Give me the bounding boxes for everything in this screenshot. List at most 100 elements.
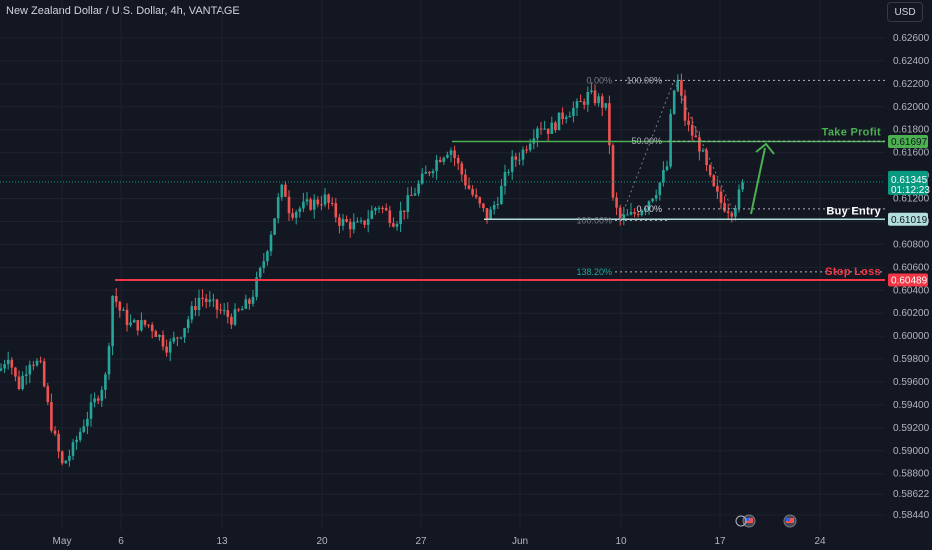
candle-body — [359, 220, 363, 222]
y-tick-label: 0.60400 — [893, 285, 930, 296]
candle-body — [708, 165, 712, 176]
candle-body — [86, 418, 89, 427]
candle-body — [57, 433, 60, 452]
candle-body — [100, 389, 104, 401]
candle-body — [467, 185, 471, 189]
candle-body — [287, 196, 291, 214]
candle-body — [636, 213, 640, 216]
candle-body — [374, 208, 377, 211]
candle-body — [698, 137, 701, 152]
currency-button[interactable]: USD — [887, 2, 923, 22]
candle-body — [658, 182, 662, 196]
candle-body — [604, 103, 608, 108]
candle-body — [75, 439, 78, 443]
candle-body — [111, 295, 114, 347]
x-tick-label: 17 — [714, 536, 726, 547]
candle-body — [510, 156, 514, 172]
candle-body — [694, 135, 698, 138]
candle-body — [683, 95, 687, 121]
current-price-tag: 0.61345 — [891, 175, 928, 186]
candle-body — [597, 96, 600, 104]
y-tick-label: 0.59600 — [893, 377, 930, 388]
candle-body — [590, 90, 593, 93]
candle-body — [233, 309, 237, 325]
candle-body — [586, 92, 590, 105]
candle-body — [262, 261, 266, 268]
candle-body — [320, 204, 323, 206]
candle-body — [485, 208, 489, 220]
candle-body — [672, 90, 676, 114]
candle-body — [564, 117, 568, 120]
candle-body — [334, 203, 338, 218]
candle-body — [406, 195, 410, 212]
candle-body — [212, 299, 215, 301]
candle-body — [626, 214, 629, 216]
candle-body — [194, 306, 197, 311]
candle-body — [129, 322, 132, 326]
candle-body — [71, 442, 75, 456]
candle-body — [341, 218, 345, 226]
x-tick-label: Jun — [512, 536, 528, 547]
candle-body — [482, 203, 485, 209]
candle-body — [266, 251, 269, 262]
x-tick-label: 6 — [118, 536, 124, 547]
candle-body — [446, 154, 449, 158]
fib-level-label: 0.00% — [586, 75, 612, 85]
candle-body — [104, 374, 107, 390]
candle-body — [183, 328, 186, 338]
candle-body — [719, 191, 723, 203]
candle-body — [413, 193, 417, 196]
candle-body — [327, 194, 330, 203]
candle-body — [14, 367, 17, 377]
candles-group — [0, 73, 744, 467]
candle-body — [201, 297, 204, 299]
candle-body — [464, 174, 467, 186]
projection-arrow — [750, 147, 766, 215]
candle-body — [179, 337, 183, 339]
candle-body — [392, 223, 395, 227]
candle-body — [39, 360, 42, 362]
y-tick-label: 0.60600 — [893, 262, 930, 273]
candle-body — [687, 120, 690, 125]
y-tick-label: 0.59200 — [893, 423, 930, 434]
candle-body — [316, 199, 320, 205]
candle-body — [424, 172, 428, 174]
fib-level-label: 0.00% — [636, 204, 662, 214]
x-tick-label: 10 — [615, 536, 627, 547]
candle-body — [136, 320, 140, 331]
candle-body — [640, 210, 644, 216]
candle-body — [35, 360, 39, 366]
candle-body — [230, 316, 233, 325]
candle-body — [276, 197, 280, 219]
candle-body — [118, 301, 122, 311]
candle-body — [244, 299, 248, 309]
candle-body — [302, 201, 305, 209]
candle-body — [370, 210, 374, 219]
candle-body — [3, 364, 6, 369]
take-profit-note: Take Profit — [822, 127, 881, 139]
y-tick-label: 0.62000 — [893, 102, 930, 113]
candle-body — [417, 183, 420, 194]
candle-body — [28, 364, 32, 375]
candle-body — [633, 212, 636, 214]
candle-body — [557, 112, 561, 131]
candle-body — [125, 309, 129, 326]
y-tick-label: 0.62200 — [893, 79, 930, 90]
candle-body — [248, 299, 251, 304]
candle-body — [384, 207, 388, 211]
candle-body — [96, 398, 100, 401]
y-tick-label: 0.61800 — [893, 125, 930, 136]
y-tick-label: 0.60000 — [893, 331, 930, 342]
us-event-flag-icon-canton — [745, 518, 749, 521]
fib-trend-line — [619, 80, 675, 221]
candle-body — [240, 308, 244, 311]
candle-body — [208, 299, 212, 302]
candle-body — [356, 221, 359, 223]
stop-loss-price-tag-bg — [888, 273, 928, 287]
candle-body — [503, 172, 507, 187]
candle-body — [161, 334, 165, 347]
candle-body — [17, 376, 21, 389]
candle-body — [269, 234, 273, 252]
candle-body — [377, 207, 381, 209]
